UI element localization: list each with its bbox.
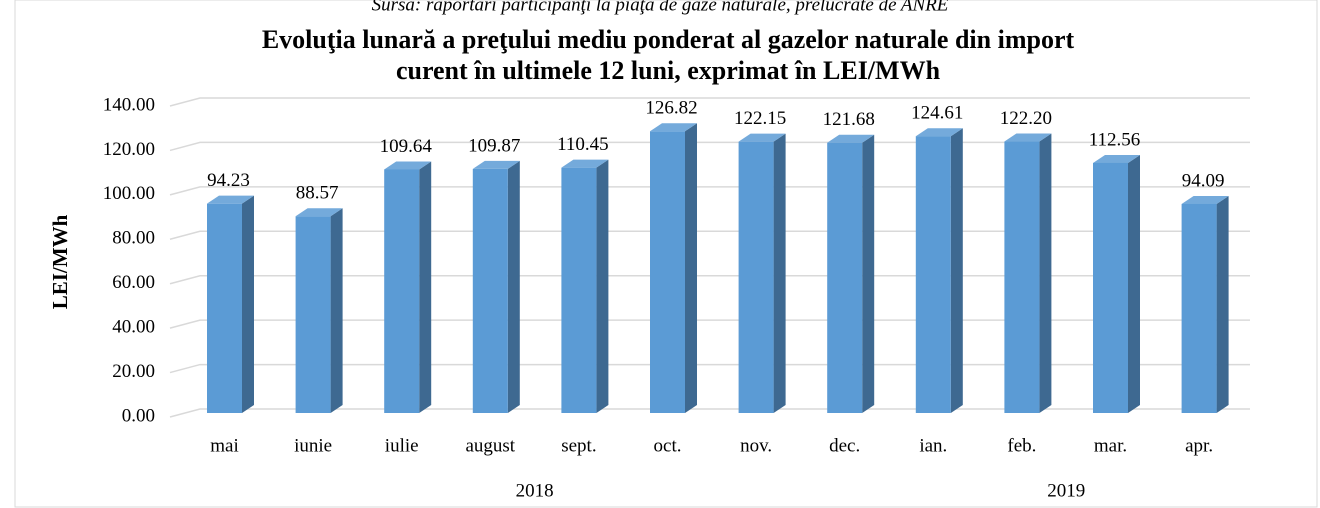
bar-face <box>419 161 432 413</box>
bar <box>384 161 432 413</box>
bar-face <box>561 159 609 168</box>
bar-face <box>1181 203 1217 413</box>
value-label: 122.15 <box>734 108 786 129</box>
bar-face <box>827 134 875 143</box>
y-tick-label: 60.00 <box>112 272 155 293</box>
bar <box>472 160 520 413</box>
bar-face <box>242 195 254 413</box>
source-note: Sursa: raportări participanţi la piaţa d… <box>372 0 949 15</box>
x-tick-label: sept. <box>561 435 596 456</box>
bar <box>1093 154 1140 413</box>
bar-face <box>685 123 697 413</box>
bar-face <box>773 133 786 413</box>
chart-border <box>14 0 1318 508</box>
bar-face <box>1004 141 1040 413</box>
x-tick-label: mar. <box>1094 435 1127 456</box>
bar-face <box>207 203 242 413</box>
grid-line <box>169 230 1250 241</box>
y-tick-label: 100.00 <box>103 183 155 204</box>
bar <box>1181 195 1229 413</box>
bar-face <box>738 141 774 413</box>
y-tick-label: 120.00 <box>103 139 155 160</box>
bar-face <box>384 161 432 170</box>
value-label: 121.68 <box>823 109 875 130</box>
bar-face <box>1181 195 1229 204</box>
grid-line <box>169 408 1250 418</box>
bar <box>915 128 963 413</box>
y-tick-label: 140.00 <box>103 94 155 115</box>
x-tick-label: apr. <box>1185 435 1213 456</box>
value-label: 112.56 <box>1089 129 1141 150</box>
value-label: 122.20 <box>1000 108 1052 129</box>
x-tick-label: nov. <box>740 435 772 456</box>
y-tick-label: 0.00 <box>122 405 155 426</box>
bar <box>650 123 697 413</box>
grid-line <box>169 97 1250 107</box>
bar-face <box>650 131 685 413</box>
x-tick-label: mai <box>210 435 239 456</box>
grid-line <box>169 141 1250 152</box>
bar <box>207 195 254 413</box>
bar-face <box>1093 162 1128 413</box>
chart-title: curent în ultimele 12 luni, exprimat în … <box>396 56 941 85</box>
x-tick-label: oct. <box>654 435 682 456</box>
bar-face <box>295 216 331 413</box>
bar-face <box>862 134 875 413</box>
grid-line <box>169 319 1250 329</box>
bar-face <box>650 123 697 132</box>
grid-line <box>169 186 1250 196</box>
bar-face <box>1216 195 1229 413</box>
x-tick-label: iulie <box>385 435 419 456</box>
bar-face <box>1093 154 1140 163</box>
y-tick-label: 80.00 <box>112 228 155 249</box>
grid-line <box>169 274 1250 285</box>
value-label: 126.82 <box>645 98 697 119</box>
group-label: 2019 <box>1047 480 1085 501</box>
y-tick-label: 40.00 <box>112 317 155 338</box>
value-label: 109.87 <box>468 135 520 156</box>
bar-face <box>915 136 951 413</box>
x-tick-label: ian. <box>919 435 947 456</box>
bar-face <box>295 208 343 217</box>
y-tick-label: 20.00 <box>112 361 155 382</box>
x-tick-label: feb. <box>1007 435 1036 456</box>
x-tick-label: august <box>465 435 515 456</box>
bar-face <box>507 160 520 413</box>
value-label: 94.23 <box>207 170 250 191</box>
bar-face <box>472 160 520 169</box>
bar-face <box>1004 133 1052 142</box>
group-label: 2018 <box>516 480 554 501</box>
value-label: 94.09 <box>1182 170 1225 191</box>
bar <box>295 208 343 413</box>
bar-face <box>950 128 963 413</box>
chart-title: Evoluţia lunară a preţului mediu pondera… <box>262 25 1075 54</box>
bar-face <box>207 195 254 204</box>
bar <box>561 159 609 413</box>
value-label: 124.61 <box>911 103 963 124</box>
value-label: 110.45 <box>557 134 609 155</box>
value-label: 109.64 <box>380 136 433 157</box>
bar-face <box>330 208 343 413</box>
bar-face <box>1039 133 1052 413</box>
bar <box>738 133 786 413</box>
bar-face <box>472 168 508 413</box>
bar-face <box>1128 154 1140 413</box>
x-tick-label: iunie <box>294 435 332 456</box>
bar <box>827 134 875 413</box>
bar-face <box>827 142 863 413</box>
bar-face <box>738 133 786 142</box>
value-label: 88.57 <box>296 183 339 204</box>
grid-line <box>169 363 1250 374</box>
bar-face <box>561 167 597 413</box>
bar-face <box>596 159 609 413</box>
y-axis-label: LEI/MWh <box>48 214 72 309</box>
x-tick-label: dec. <box>829 435 860 456</box>
bar <box>1004 133 1052 413</box>
bar-face <box>915 128 963 137</box>
bar-face <box>384 169 420 413</box>
